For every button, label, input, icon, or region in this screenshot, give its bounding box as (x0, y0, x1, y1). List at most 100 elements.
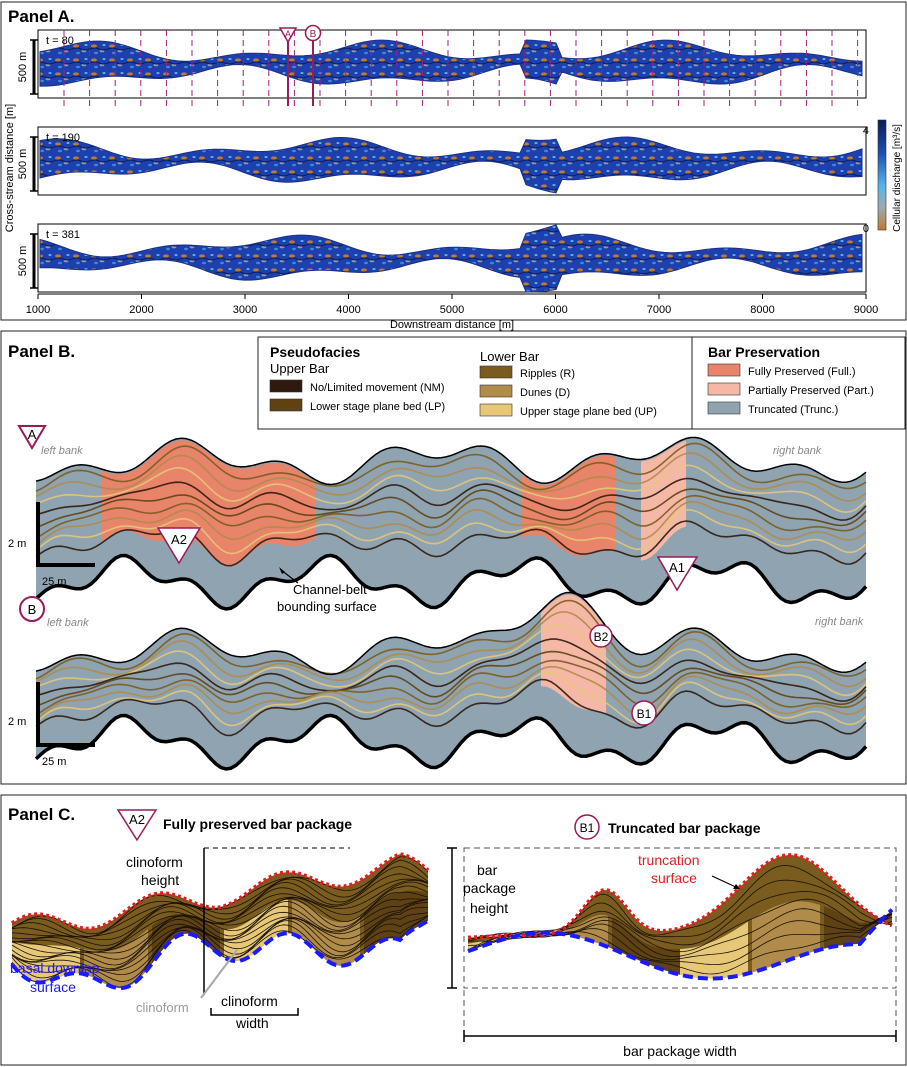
svg-text:B: B (28, 602, 37, 617)
svg-text:25 m: 25 m (42, 576, 66, 588)
a2-marker: A2 (116, 809, 158, 842)
legend-item-label: No/Limited movement (NM) (310, 382, 444, 394)
facies-block (468, 933, 536, 952)
section-a-marker: A (17, 425, 47, 450)
svg-text:2 m: 2 m (8, 716, 26, 728)
x-tick-label: 8000 (750, 304, 774, 316)
bedding-line (35, 638, 867, 702)
colorbar-max: 4 (863, 125, 869, 137)
legend-pseudofacies-title: Pseudofacies (270, 344, 360, 360)
clinoform-width-label: clinoform (221, 993, 278, 1009)
bounding-surface (34, 553, 868, 611)
bar-package-height-label: bar (477, 862, 498, 878)
section-b-scale-bar: 2 m 25 m (8, 682, 95, 768)
legend-swatch (479, 384, 513, 398)
strip-scale-label: 500 m (17, 52, 29, 83)
bedding-line (35, 650, 867, 707)
left-title: Fully preserved bar package (163, 816, 352, 832)
preserved-bar-region (541, 594, 606, 714)
strip-time-label: t = 381 (46, 229, 80, 241)
legend: Pseudofacies Upper Bar Lower Bar Bar Pre… (257, 336, 906, 430)
facies-block (364, 890, 428, 955)
legend-item-label: Truncated (Trunc.) (748, 404, 838, 416)
clinoform-line (11, 907, 429, 971)
section-marker-b: B (304, 24, 322, 106)
legend-swatch (479, 403, 513, 417)
basal-surface (467, 908, 894, 981)
label-a2: A2 (156, 527, 202, 565)
bedding-line (35, 494, 867, 539)
axis-y-label: Cross-stream distance [m] (4, 104, 16, 232)
section-b-left-bank: left bank (47, 617, 89, 629)
river-channel (39, 136, 863, 194)
facies-block (612, 917, 680, 975)
clinoform-line (11, 898, 429, 960)
legend-swatch (269, 398, 303, 412)
legend-item-label: Ripples (R) (520, 368, 575, 380)
bedding-line (35, 624, 867, 697)
bar-package-width-label: bar package width (623, 1043, 737, 1059)
panel-c: Panel C. A2 Fully preserved bar package … (0, 794, 907, 1066)
svg-text:package: package (463, 880, 516, 896)
section-body (36, 592, 866, 769)
bedding-line (35, 611, 867, 688)
x-tick-label: 9000 (854, 304, 878, 316)
truncated-package: B1 Truncated bar package bar package hei… (447, 814, 897, 1059)
label-b1: B1 (631, 700, 657, 726)
bedding-line (35, 678, 867, 737)
svg-text:A: A (285, 29, 291, 39)
section-a-left-bank: left bank (41, 445, 83, 457)
bedding-line (35, 488, 867, 528)
facies-block (824, 906, 888, 949)
clinoform-line (11, 885, 429, 953)
svg-text:height: height (141, 872, 179, 888)
colorbar-min: 0 (863, 223, 869, 235)
svg-text:surface: surface (30, 979, 76, 995)
label-a1: A1 (656, 556, 699, 592)
legend-upper-bar-title: Upper Bar (270, 361, 330, 376)
basal-surface (10, 919, 430, 991)
svg-text:A: A (28, 427, 37, 442)
bedding-line (35, 500, 867, 546)
clinoform-line (11, 878, 429, 941)
bedding-line (35, 452, 867, 502)
label-b2: B2 (589, 624, 613, 648)
clinoform-line (467, 891, 893, 946)
bedding-line (35, 464, 867, 514)
section-guides (63, 30, 859, 106)
x-axis-ticks: 1000 2000 3000 4000 5000 6000 7000 8000 9000 (26, 294, 878, 316)
clinoform-label: clinoform (136, 1000, 189, 1015)
colorbar-label: Cellular discharge [m³/s] (892, 124, 903, 232)
bedding-line (35, 477, 867, 521)
svg-text:B: B (310, 29, 317, 40)
upper-surface (10, 852, 430, 931)
b1-marker: B1 (574, 814, 600, 840)
svg-text:A2: A2 (171, 532, 187, 547)
svg-text:B1: B1 (580, 821, 595, 835)
axis-x-label: Downstream distance [m] (390, 319, 514, 331)
clinoform-line (467, 908, 893, 957)
fully-preserved-package: A2 Fully preserved bar package clinoform… (10, 809, 430, 1031)
legend-swatch (707, 363, 741, 377)
colorbar: 4 0 Cellular discharge [m³/s] (863, 119, 903, 235)
x-tick-label: 3000 (233, 304, 257, 316)
panel-a: Panel A. A B 500 m t = 80 500 m t = 190 500 … (0, 1, 907, 331)
svg-text:width: width (235, 1015, 269, 1031)
x-tick-label: 5000 (440, 304, 464, 316)
bedding-line (35, 599, 867, 680)
clinoform-line (467, 913, 893, 965)
legend-item-label: Dunes (D) (520, 387, 570, 399)
bedding-line (35, 509, 867, 555)
truncation-surface-label: truncation (638, 852, 699, 868)
section-b-marker: B (19, 596, 45, 622)
river-channel (39, 39, 863, 87)
clinoform-line (11, 915, 429, 982)
legend-swatch (269, 379, 303, 393)
x-tick-label: 7000 (647, 304, 671, 316)
upper-surface (467, 853, 893, 940)
facies-block (224, 899, 288, 962)
cross-section-a: A left bank right bank 2 m 25 m A2 A1 Ch… (8, 425, 868, 614)
bounding-surface-annotation: Channel-belt bounding surface (277, 567, 377, 614)
section-marker-a: A (278, 27, 298, 106)
svg-text:25 m: 25 m (42, 756, 66, 768)
